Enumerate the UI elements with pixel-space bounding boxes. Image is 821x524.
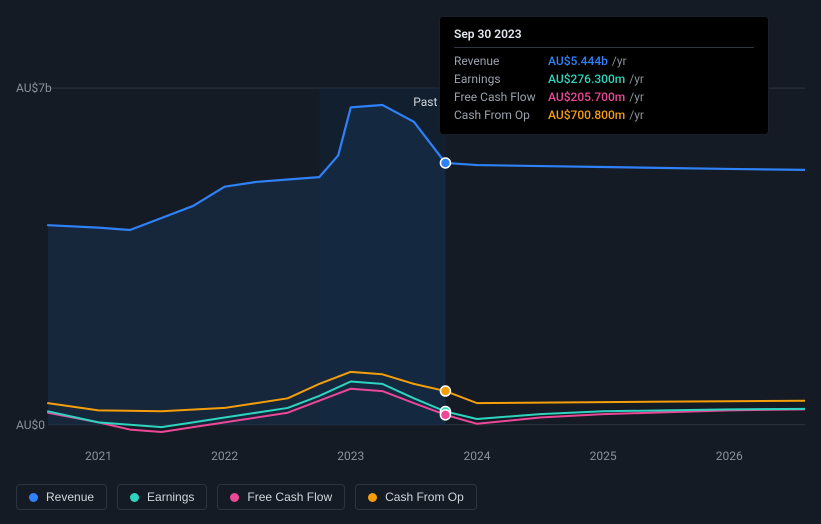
- svg-text:Past: Past: [413, 95, 437, 109]
- svg-text:AU$7b: AU$7b: [16, 81, 52, 95]
- legend-item-label: Earnings: [147, 490, 194, 504]
- tooltip-row: Cash From OpAU$700.800m/yr: [454, 106, 754, 124]
- tooltip-row-suffix: /yr: [629, 90, 644, 104]
- svg-text:2023: 2023: [337, 449, 364, 463]
- tooltip-row-suffix: /yr: [629, 108, 644, 122]
- tooltip-row: EarningsAU$276.300m/yr: [454, 70, 754, 88]
- legend-item-label: Cash From Op: [385, 490, 464, 504]
- legend-item-earnings[interactable]: Earnings: [117, 484, 207, 510]
- svg-text:AU$0: AU$0: [16, 418, 45, 432]
- legend-item-cfo[interactable]: Cash From Op: [355, 484, 477, 510]
- legend-swatch-icon: [368, 493, 377, 502]
- legend-item-fcf[interactable]: Free Cash Flow: [217, 484, 345, 510]
- tooltip-row-label: Free Cash Flow: [454, 90, 548, 104]
- svg-text:2022: 2022: [211, 449, 238, 463]
- tooltip-row: RevenueAU$5.444b/yr: [454, 52, 754, 70]
- tooltip-row-label: Earnings: [454, 72, 548, 86]
- legend-item-revenue[interactable]: Revenue: [16, 484, 107, 510]
- svg-text:2021: 2021: [85, 449, 112, 463]
- tooltip-row-value: AU$700.800m: [548, 108, 625, 122]
- legend-item-label: Revenue: [46, 490, 94, 504]
- tooltip-row-suffix: /yr: [629, 72, 644, 86]
- tooltip-row-value: AU$5.444b: [548, 54, 608, 68]
- tooltip-row-value: AU$276.300m: [548, 72, 625, 86]
- tooltip-row-value: AU$205.700m: [548, 90, 625, 104]
- svg-text:2024: 2024: [463, 449, 490, 463]
- legend-swatch-icon: [230, 493, 239, 502]
- chart-tooltip: Sep 30 2023 RevenueAU$5.444b/yrEarningsA…: [439, 16, 769, 135]
- chart-legend: Revenue Earnings Free Cash Flow Cash From O…: [16, 484, 477, 510]
- svg-text:2026: 2026: [716, 449, 743, 463]
- legend-item-label: Free Cash Flow: [247, 490, 332, 504]
- legend-swatch-icon: [29, 493, 38, 502]
- tooltip-row-label: Revenue: [454, 54, 548, 68]
- tooltip-row-label: Cash From Op: [454, 108, 548, 122]
- tooltip-row: Free Cash FlowAU$205.700m/yr: [454, 88, 754, 106]
- tooltip-row-suffix: /yr: [612, 54, 627, 68]
- svg-text:2025: 2025: [590, 449, 617, 463]
- tooltip-date: Sep 30 2023: [454, 27, 754, 48]
- legend-swatch-icon: [130, 493, 139, 502]
